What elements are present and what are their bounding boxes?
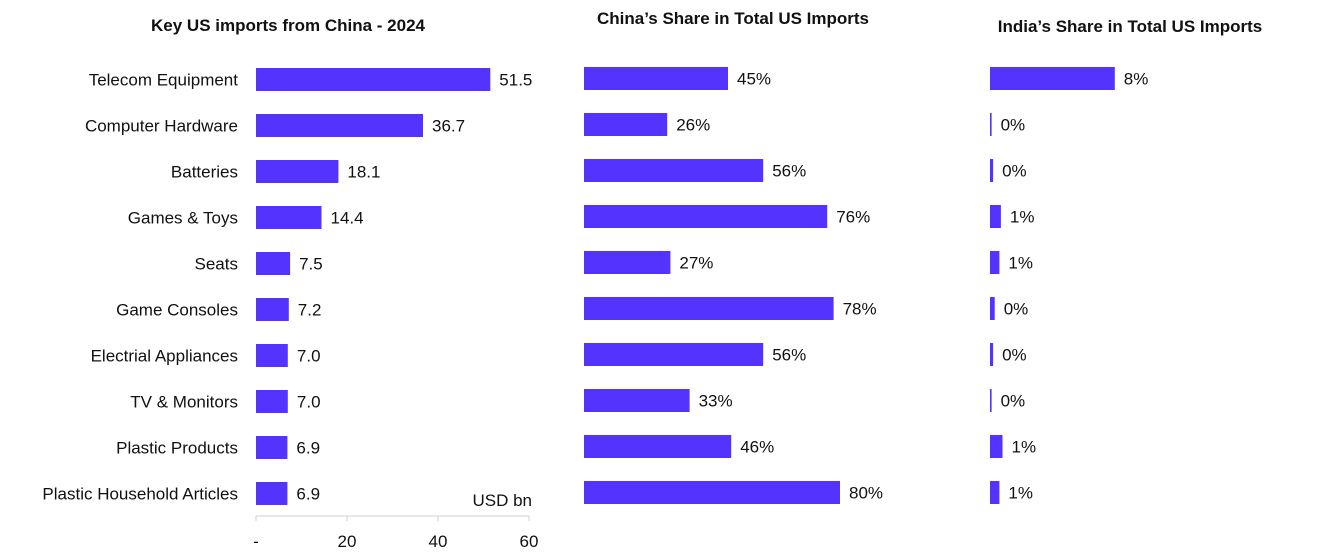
china-share-value-label-9: 46% bbox=[740, 438, 774, 457]
china-share-chart-title: China’s Share in Total US Imports bbox=[597, 9, 869, 28]
india-share-value-label-4: 1% bbox=[1010, 208, 1035, 227]
key-imports-value-label-4: 14.4 bbox=[331, 209, 364, 228]
key-imports-value-label-7: 7.0 bbox=[297, 347, 321, 366]
category-label-1: Telecom Equipment bbox=[89, 71, 239, 90]
india-share-value-label-7: 0% bbox=[1002, 346, 1027, 365]
category-label-8: TV & Monitors bbox=[130, 393, 238, 412]
india-share-bar-4 bbox=[990, 205, 1001, 228]
china-share-value-label-5: 27% bbox=[679, 254, 713, 273]
china-share-value-label-3: 56% bbox=[772, 162, 806, 181]
china-share-bar-7 bbox=[584, 343, 764, 366]
india-share-bar-2 bbox=[990, 113, 992, 136]
key-imports-bar-1 bbox=[256, 68, 491, 91]
india-share-value-label-1: 8% bbox=[1124, 70, 1149, 89]
key-imports-x-tick-label-4: 60 bbox=[520, 532, 539, 551]
key-imports-value-label-6: 7.2 bbox=[298, 301, 322, 320]
india-share-bar-7 bbox=[990, 343, 994, 366]
key-imports-value-label-8: 7.0 bbox=[297, 393, 321, 412]
china-share-bar-3 bbox=[584, 159, 764, 182]
key-imports-value-label-10: 6.9 bbox=[296, 485, 320, 504]
category-label-3: Batteries bbox=[171, 163, 238, 182]
key-imports-bar-3 bbox=[256, 160, 339, 183]
category-label-6: Game Consoles bbox=[116, 301, 238, 320]
china-share-value-label-2: 26% bbox=[676, 116, 710, 135]
key-imports-bar-4 bbox=[256, 206, 322, 229]
india-share-value-label-6: 0% bbox=[1004, 300, 1029, 319]
india-share-bar-1 bbox=[990, 67, 1115, 90]
china-share-value-label-6: 78% bbox=[843, 300, 877, 319]
category-label-4: Games & Toys bbox=[128, 209, 238, 228]
key-imports-value-label-2: 36.7 bbox=[432, 117, 465, 136]
key-imports-bar-7 bbox=[256, 344, 288, 367]
key-imports-value-label-3: 18.1 bbox=[347, 163, 380, 182]
category-label-2: Computer Hardware bbox=[85, 117, 238, 136]
china-share-bar-4 bbox=[584, 205, 828, 228]
china-share-bar-5 bbox=[584, 251, 671, 274]
key-imports-value-label-5: 7.5 bbox=[299, 255, 323, 274]
china-share-bar-10 bbox=[584, 481, 840, 504]
category-label-10: Plastic Household Articles bbox=[42, 485, 238, 504]
key-imports-value-label-9: 6.9 bbox=[296, 439, 320, 458]
key-imports-x-tick-label-1: - bbox=[253, 532, 259, 551]
india-share-bar-6 bbox=[990, 297, 995, 320]
china-share-bar-6 bbox=[584, 297, 834, 320]
key-imports-bar-8 bbox=[256, 390, 288, 413]
india-share-bar-3 bbox=[990, 159, 994, 182]
india-share-bar-10 bbox=[990, 481, 1000, 504]
key-imports-unit-label: USD bn bbox=[472, 491, 532, 510]
india-share-value-label-3: 0% bbox=[1002, 162, 1027, 181]
china-share-value-label-1: 45% bbox=[737, 70, 771, 89]
india-share-bar-9 bbox=[990, 435, 1003, 458]
india-share-bar-8 bbox=[990, 389, 992, 412]
china-share-value-label-10: 80% bbox=[849, 484, 883, 503]
key-imports-x-tick-label-3: 40 bbox=[429, 532, 448, 551]
india-share-value-label-9: 1% bbox=[1012, 438, 1037, 457]
category-label-7: Electrial Appliances bbox=[91, 347, 238, 366]
china-share-bar-9 bbox=[584, 435, 732, 458]
china-share-bar-2 bbox=[584, 113, 668, 136]
key-imports-bar-2 bbox=[256, 114, 423, 137]
india-share-value-label-5: 1% bbox=[1008, 254, 1033, 273]
india-share-value-label-2: 0% bbox=[1001, 116, 1026, 135]
china-share-value-label-4: 76% bbox=[836, 208, 870, 227]
china-share-bar-8 bbox=[584, 389, 690, 412]
key-imports-bar-9 bbox=[256, 436, 288, 459]
key-imports-bar-5 bbox=[256, 252, 291, 275]
key-imports-chart-title: Key US imports from China - 2024 bbox=[151, 16, 426, 35]
key-imports-x-tick-label-2: 20 bbox=[338, 532, 357, 551]
key-imports-bar-10 bbox=[256, 482, 288, 505]
india-share-bar-5 bbox=[990, 251, 1000, 274]
india-share-chart-title: India’s Share in Total US Imports bbox=[998, 17, 1263, 36]
category-label-9: Plastic Products bbox=[116, 439, 238, 458]
key-imports-value-label-1: 51.5 bbox=[499, 71, 532, 90]
category-label-5: Seats bbox=[195, 255, 238, 274]
india-share-value-label-8: 0% bbox=[1001, 392, 1026, 411]
india-share-value-label-10: 1% bbox=[1008, 484, 1033, 503]
china-share-value-label-8: 33% bbox=[699, 392, 733, 411]
china-share-bar-1 bbox=[584, 67, 728, 90]
china-share-value-label-7: 56% bbox=[772, 346, 806, 365]
key-imports-bar-6 bbox=[256, 298, 289, 321]
